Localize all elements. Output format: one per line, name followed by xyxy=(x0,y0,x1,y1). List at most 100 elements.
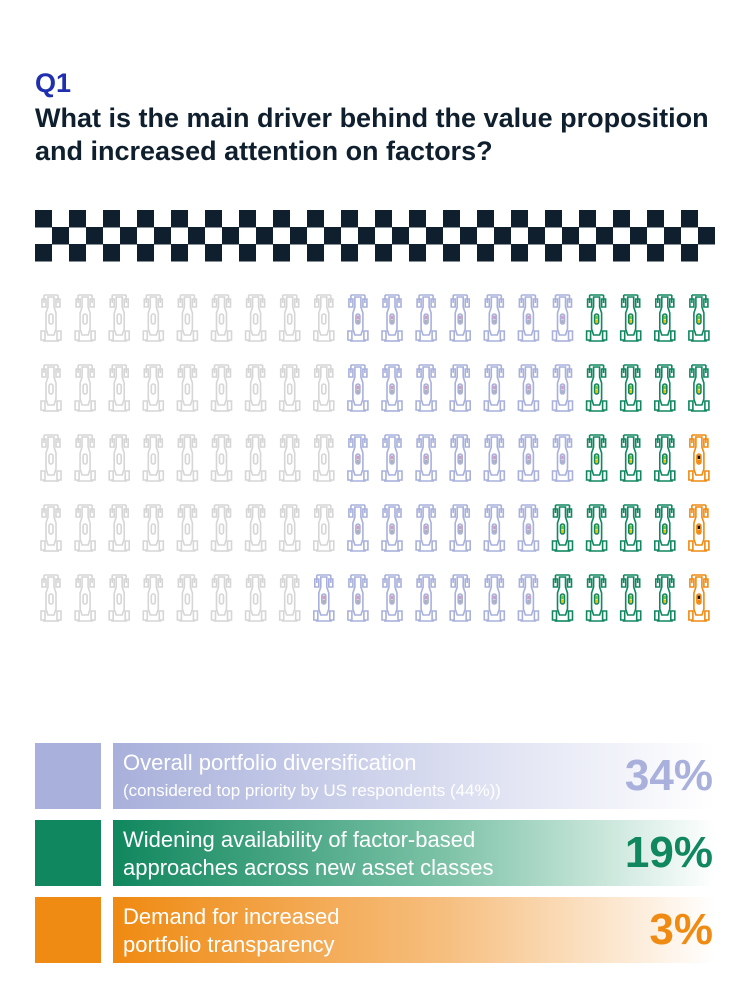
race-car-icon xyxy=(278,364,301,412)
checker-square xyxy=(681,244,698,262)
race-car-icon xyxy=(381,364,403,412)
race-car-icon xyxy=(619,434,642,482)
checker-square xyxy=(579,210,596,228)
legend-swatch xyxy=(35,743,101,809)
race-car-icon xyxy=(142,364,165,412)
checker-square xyxy=(613,244,630,262)
race-car-icon xyxy=(449,364,472,412)
checker-square xyxy=(341,244,358,262)
race-car-icon xyxy=(278,294,301,342)
race-car-icon xyxy=(483,574,506,622)
race-car-icon xyxy=(551,504,574,552)
checker-square xyxy=(273,210,290,228)
race-car-icon xyxy=(449,434,472,482)
checker-square xyxy=(307,210,324,228)
race-car-icon xyxy=(347,294,369,342)
checker-square xyxy=(222,227,239,245)
checker-square xyxy=(69,244,86,262)
race-car-icon xyxy=(108,294,130,342)
checker-square xyxy=(698,227,715,245)
checker-square xyxy=(358,227,375,245)
legend-percent: 3% xyxy=(649,905,713,954)
checker-square xyxy=(511,244,528,262)
checker-square xyxy=(375,244,392,262)
legend-item-diversification: Overall portfolio diversification (consi… xyxy=(35,743,715,809)
checker-square xyxy=(307,244,324,262)
legend-swatch xyxy=(35,820,101,886)
legend-percent: 34% xyxy=(624,751,713,800)
question-label: Q1 xyxy=(35,68,72,98)
race-car-icon xyxy=(688,364,710,412)
checker-square xyxy=(613,210,630,228)
checker-square xyxy=(511,210,528,228)
checker-square xyxy=(426,227,443,245)
checker-square xyxy=(137,244,154,262)
legend-band: Demand for increased portfolio transpare… xyxy=(113,897,715,963)
legend-swatch xyxy=(35,897,101,963)
race-car-icon xyxy=(483,504,506,552)
checker-square xyxy=(120,227,137,245)
race-car-icon xyxy=(551,364,574,412)
checker-square xyxy=(205,210,222,228)
checker-square xyxy=(545,244,562,262)
race-car-icon xyxy=(176,434,199,482)
checker-square xyxy=(205,244,222,262)
legend-item-transparency: Demand for increased portfolio transpare… xyxy=(35,897,715,963)
checker-square xyxy=(647,210,664,228)
race-car-icon xyxy=(415,434,437,482)
race-car-icon xyxy=(108,434,130,482)
legend-label-line2: approaches across new asset classes xyxy=(123,855,494,880)
race-car-icon xyxy=(449,574,472,622)
race-car-icon xyxy=(619,574,642,622)
race-car-icon xyxy=(210,364,233,412)
race-car-icon xyxy=(517,364,540,412)
race-car-icon xyxy=(142,504,165,552)
question-title: What is the main driver behind the value… xyxy=(35,103,709,166)
race-car-icon xyxy=(74,294,96,342)
race-car-icon xyxy=(688,294,710,342)
race-car-icon xyxy=(585,434,608,482)
race-car-icon xyxy=(653,434,676,482)
checker-square xyxy=(579,244,596,262)
race-car-icon xyxy=(483,434,506,482)
checker-square xyxy=(341,210,358,228)
race-car-icon xyxy=(244,294,267,342)
checker-square xyxy=(545,210,562,228)
race-car-icon xyxy=(653,364,676,412)
race-car-icon xyxy=(312,364,335,412)
legend-percent: 19% xyxy=(624,828,713,877)
race-car-icon xyxy=(40,434,62,482)
checker-square xyxy=(103,244,120,262)
race-car-icon xyxy=(312,434,335,482)
checker-square xyxy=(647,244,664,262)
race-car-icon xyxy=(176,294,199,342)
checker-square xyxy=(562,227,579,245)
race-car-icon xyxy=(619,294,642,342)
checker-square xyxy=(239,210,256,228)
checker-square xyxy=(256,227,273,245)
legend-band: Overall portfolio diversification (consi… xyxy=(113,743,715,809)
race-car-icon xyxy=(381,574,403,622)
race-car-icon xyxy=(381,434,403,482)
race-car-icon xyxy=(381,504,403,552)
race-car-icon xyxy=(278,434,301,482)
race-car-icon xyxy=(176,574,199,622)
race-car-icon xyxy=(653,574,676,622)
legend-note: (considered top priority by US responden… xyxy=(123,781,501,800)
checker-square xyxy=(273,244,290,262)
race-car-icon xyxy=(108,504,130,552)
legend-label-line2: portfolio transparency xyxy=(123,932,335,957)
checker-square xyxy=(392,227,409,245)
checker-square xyxy=(137,210,154,228)
checker-square xyxy=(188,227,205,245)
race-car-icon xyxy=(347,504,369,552)
race-car-icon xyxy=(449,504,472,552)
race-car-icon xyxy=(347,364,369,412)
checker-square xyxy=(409,244,426,262)
race-car-icon xyxy=(585,504,608,552)
race-car-icon xyxy=(551,574,574,622)
race-car-icon xyxy=(74,434,96,482)
race-car-icon xyxy=(108,574,130,622)
checker-square xyxy=(35,210,52,228)
race-car-icon xyxy=(483,364,506,412)
